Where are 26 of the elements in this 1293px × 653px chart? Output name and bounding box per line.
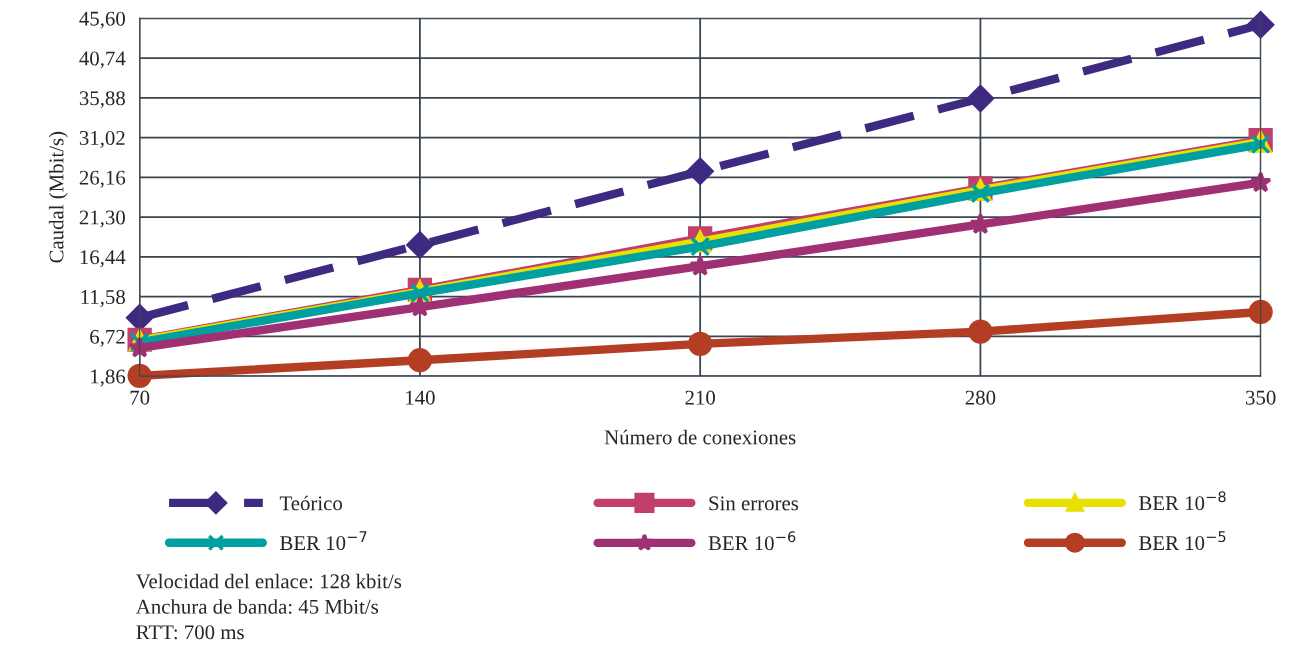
- y-tick-label: 11,58: [81, 289, 125, 308]
- text: Velocidad del enlace: 128 kbit/s: [136, 573, 402, 589]
- text: Anchura de banda: 45 Mbit/s: [135, 599, 379, 614]
- y-tick-label: 21,30: [79, 210, 125, 228]
- y-tick-label: 45,60: [79, 11, 125, 29]
- y-tick-label: 16,44: [80, 250, 126, 268]
- y-tick-label: 1,86: [91, 369, 126, 387]
- y-tick-label: 40,74: [79, 51, 126, 69]
- x-axis-title: Número de conexiones: [604, 429, 796, 445]
- y-tick-label: 6,72: [90, 329, 125, 347]
- legend-label: Teórico: [279, 495, 342, 511]
- x-tick-label: 210: [685, 390, 715, 405]
- legend-label: Sin errores: [709, 496, 799, 511]
- legend-label: BER 10$^{−5}$: [1139, 531, 1226, 551]
- x-tick-label: 350: [1246, 390, 1276, 405]
- x-tick-label: 70: [130, 390, 150, 405]
- legend-label: BER 10$^{−7}$: [280, 531, 367, 551]
- legend-label: BER 10$^{−6}$: [708, 531, 796, 551]
- legend-label: BER 10$^{−8}$: [1139, 491, 1226, 511]
- x-tick-label: 280: [965, 390, 996, 405]
- y-tick-label: 26,16: [79, 170, 126, 188]
- x-tick-label: 140: [406, 390, 435, 405]
- y-axis-title: Caudal (Mbit/s): [48, 131, 68, 263]
- y-tick-label: 35,88: [79, 91, 125, 109]
- y-tick-label: 31,02: [79, 130, 125, 148]
- text: RTT: 700 ms: [136, 625, 244, 640]
